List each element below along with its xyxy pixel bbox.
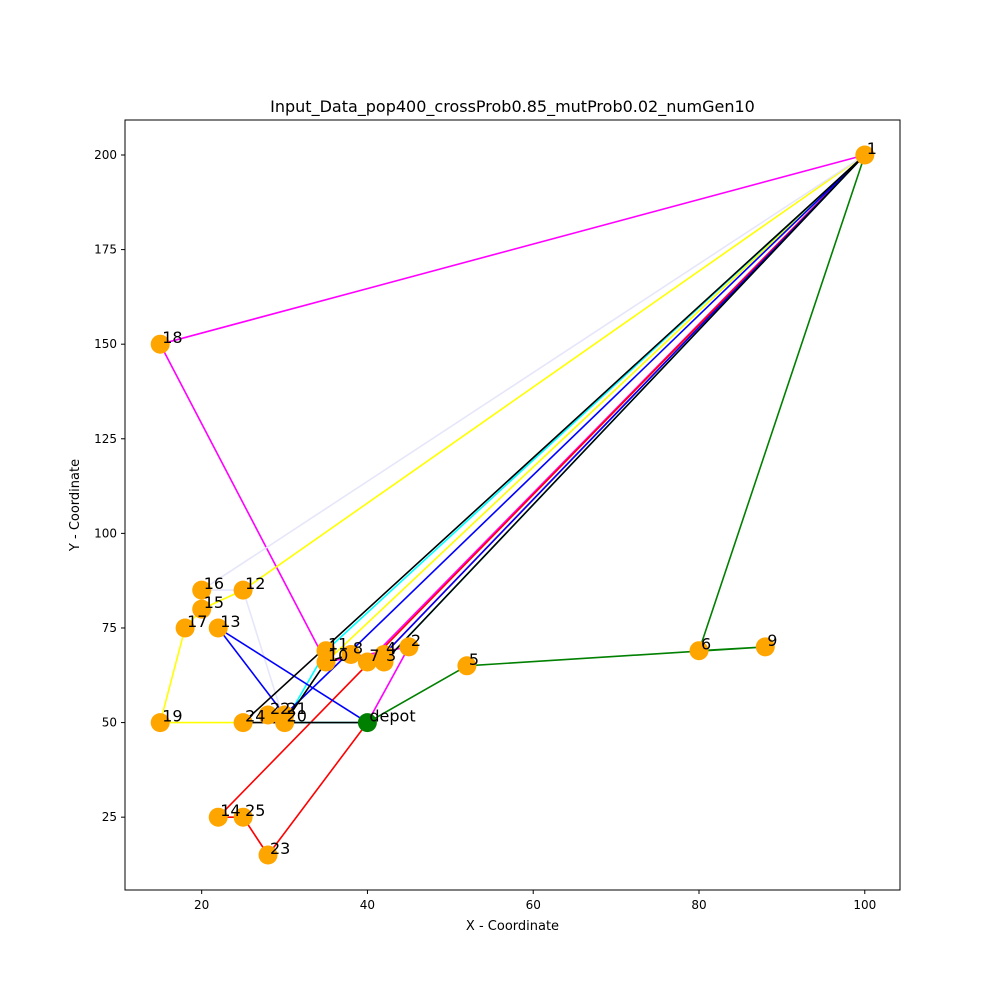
customer-label-25: 25 — [245, 801, 265, 820]
customer-label-22: 22 — [270, 699, 290, 718]
customer-point-17 — [175, 618, 195, 638]
x-axis: 20 40 60 80 100 — [194, 890, 876, 912]
customer-point-22 — [258, 705, 278, 725]
y-tick-label-75: 75 — [102, 621, 117, 635]
customer-label-20: 20 — [287, 707, 307, 726]
customer-label-16: 16 — [204, 574, 224, 593]
customer-point-2 — [399, 637, 419, 657]
customer-label-8: 8 — [353, 639, 363, 658]
y-tick-label-25: 25 — [102, 810, 117, 824]
customer-label-10: 10 — [328, 646, 348, 665]
customer-label-21: 21 — [287, 699, 307, 718]
customer-point-11 — [316, 641, 336, 661]
x-tick-label-60: 60 — [526, 898, 541, 912]
customer-point-15 — [192, 599, 212, 619]
customer-label-7: 7 — [369, 646, 379, 665]
depot-point — [357, 713, 377, 733]
x-axis-label: X - Coordinate — [466, 919, 559, 934]
customer-point-14 — [208, 807, 228, 827]
y-tick-label-175: 175 — [94, 243, 117, 257]
y-tick-label-50: 50 — [102, 716, 117, 730]
customer-point-16 — [192, 580, 212, 600]
plot-frame — [124, 119, 901, 891]
nodes-layer — [150, 145, 875, 865]
customer-label-14: 14 — [220, 801, 240, 820]
customer-point-19 — [150, 713, 170, 733]
depot-label: depot — [369, 707, 415, 726]
customer-point-7 — [357, 652, 377, 672]
customer-label-13: 13 — [220, 612, 240, 631]
customer-point-6 — [689, 641, 709, 661]
customer-label-19: 19 — [162, 707, 182, 726]
customer-point-24 — [233, 713, 253, 733]
route-line-1 — [367, 154, 866, 724]
customer-point-8 — [341, 645, 361, 664]
customer-point-12 — [233, 580, 253, 600]
customer-point-9 — [755, 637, 775, 657]
chart-title: Input_Data_pop400_crossProb0.85_mutProb0… — [270, 97, 755, 117]
customer-point-5 — [457, 656, 477, 676]
customer-label-2: 2 — [411, 631, 421, 650]
y-tick-label-100: 100 — [94, 526, 117, 540]
x-tick-label-40: 40 — [360, 898, 375, 912]
y-axis-label: Y - Coordinate — [68, 459, 83, 552]
y-axis: 25 50 75 100 125 150 175 200 — [94, 148, 125, 824]
customer-label-4: 4 — [386, 639, 396, 658]
x-tick-label-100: 100 — [853, 898, 876, 912]
customer-label-18: 18 — [162, 328, 182, 347]
customer-label-3: 3 — [386, 646, 396, 665]
customer-point-13 — [208, 618, 228, 638]
customer-point-4 — [374, 645, 394, 664]
customer-point-18 — [150, 334, 170, 354]
customer-label-6: 6 — [701, 635, 711, 654]
customer-label-5: 5 — [469, 650, 479, 669]
customer-label-17: 17 — [187, 612, 207, 631]
customer-label-24: 24 — [245, 707, 265, 726]
customer-point-25 — [233, 807, 253, 827]
y-tick-label-150: 150 — [94, 337, 117, 351]
customer-point-1 — [855, 145, 875, 165]
customer-label-23: 23 — [270, 839, 290, 858]
customer-point-23 — [258, 845, 278, 865]
customer-label-11: 11 — [328, 635, 348, 654]
x-tick-label-20: 20 — [194, 898, 209, 912]
y-tick-label-200: 200 — [94, 148, 117, 162]
customer-label-15: 15 — [204, 593, 224, 612]
x-tick-label-80: 80 — [691, 898, 706, 912]
customer-label-9: 9 — [767, 631, 777, 650]
y-tick-label-125: 125 — [94, 432, 117, 446]
customer-label-1: 1 — [867, 139, 877, 158]
customer-point-21 — [275, 705, 295, 725]
customer-label-12: 12 — [245, 574, 265, 593]
